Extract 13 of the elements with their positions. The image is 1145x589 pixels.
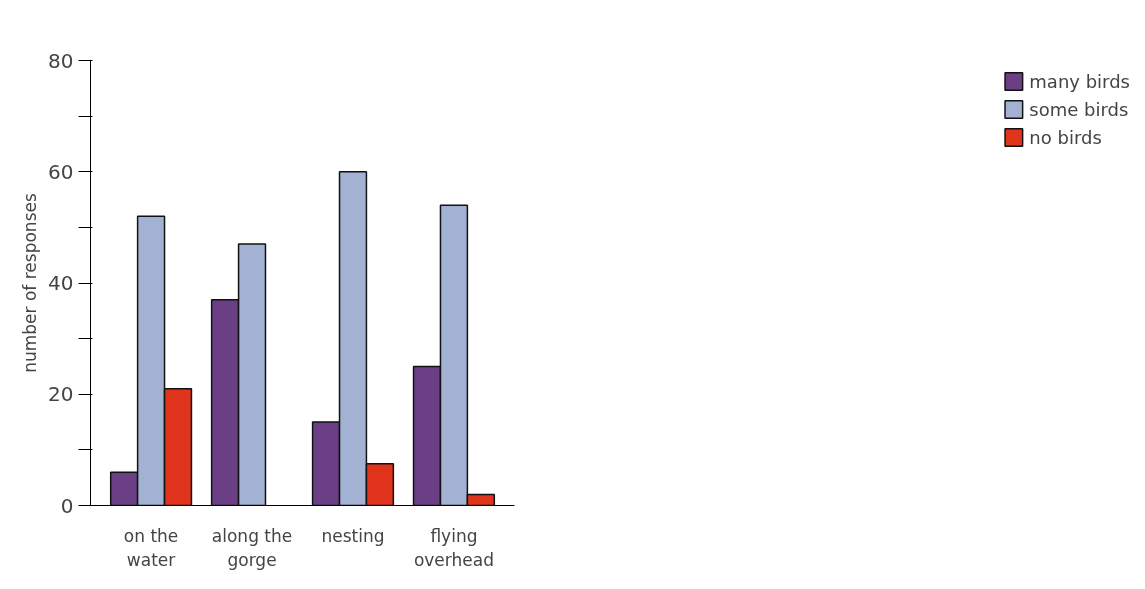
y-tick-label: 60	[48, 159, 74, 184]
x-tick-label: on the water	[123, 525, 179, 570]
y-axis-title: number of responses	[20, 193, 41, 373]
y-tick-label: 80	[48, 48, 74, 73]
y-tick-label: 40	[48, 271, 74, 295]
x-tick-label: nesting	[321, 525, 385, 546]
legend-label: some birds	[1029, 98, 1129, 120]
y-tick-label: 20	[48, 382, 74, 407]
x-tick-label: flying overhead	[413, 525, 494, 570]
legend-label: many birds	[1029, 70, 1130, 92]
legend-label: no birds	[1029, 126, 1102, 148]
y-tick-label: 0	[60, 493, 74, 518]
x-tick-label: along the gorge	[211, 525, 293, 570]
